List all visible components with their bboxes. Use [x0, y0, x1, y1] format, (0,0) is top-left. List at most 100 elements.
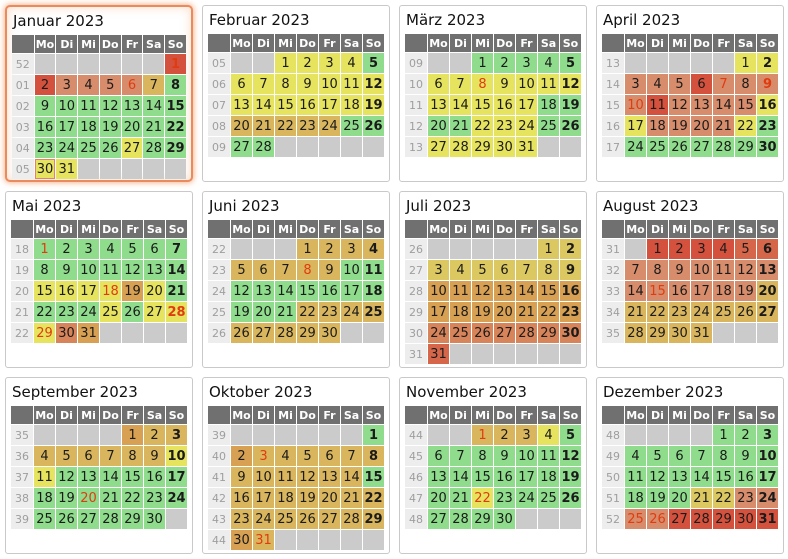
- day-cell-juni-2023-24[interactable]: 24: [341, 302, 362, 322]
- day-cell-april-2023-3[interactable]: 3: [625, 74, 646, 94]
- day-cell-juni-2023-11[interactable]: 11: [363, 260, 384, 280]
- day-cell-mai-2023-2[interactable]: 2: [56, 239, 77, 259]
- day-cell-februar-2023-25[interactable]: 25: [341, 116, 362, 136]
- day-cell-januar-2023-1[interactable]: 1: [165, 54, 186, 74]
- day-cell-august-2023-25[interactable]: 25: [713, 302, 734, 322]
- day-cell-april-2023-9[interactable]: 9: [757, 74, 778, 94]
- day-cell-august-2023-19[interactable]: 19: [735, 281, 756, 301]
- day-cell-m-rz-2023-25[interactable]: 25: [538, 116, 559, 136]
- day-cell-april-2023-24[interactable]: 24: [625, 137, 646, 157]
- day-cell-oktober-2023-13[interactable]: 13: [319, 467, 340, 487]
- day-cell-oktober-2023-11[interactable]: 11: [275, 467, 296, 487]
- day-cell-april-2023-1[interactable]: 1: [735, 53, 756, 73]
- day-cell-februar-2023-1[interactable]: 1: [275, 53, 296, 73]
- day-cell-juli-2023-18[interactable]: 18: [450, 302, 471, 322]
- day-cell-mai-2023-3[interactable]: 3: [78, 239, 99, 259]
- day-cell-september-2023-4[interactable]: 4: [34, 446, 55, 466]
- day-cell-april-2023-14[interactable]: 14: [713, 95, 734, 115]
- day-cell-oktober-2023-25[interactable]: 25: [275, 509, 296, 529]
- day-cell-februar-2023-26[interactable]: 26: [363, 116, 384, 136]
- day-cell-m-rz-2023-31[interactable]: 31: [516, 137, 537, 157]
- day-cell-november-2023-26[interactable]: 26: [560, 488, 581, 508]
- day-cell-september-2023-5[interactable]: 5: [56, 446, 77, 466]
- day-cell-april-2023-30[interactable]: 30: [757, 137, 778, 157]
- day-cell-oktober-2023-5[interactable]: 5: [297, 446, 318, 466]
- day-cell-mai-2023-28[interactable]: 28: [166, 302, 187, 322]
- day-cell-februar-2023-5[interactable]: 5: [363, 53, 384, 73]
- day-cell-mai-2023-25[interactable]: 25: [100, 302, 121, 322]
- day-cell-april-2023-6[interactable]: 6: [691, 74, 712, 94]
- day-cell-juni-2023-22[interactable]: 22: [297, 302, 318, 322]
- day-cell-april-2023-28[interactable]: 28: [713, 137, 734, 157]
- day-cell-januar-2023-15[interactable]: 15: [165, 96, 186, 116]
- day-cell-november-2023-8[interactable]: 8: [472, 446, 493, 466]
- day-cell-dezember-2023-12[interactable]: 12: [647, 467, 668, 487]
- day-cell-august-2023-22[interactable]: 22: [647, 302, 668, 322]
- day-cell-dezember-2023-14[interactable]: 14: [691, 467, 712, 487]
- day-cell-juli-2023-26[interactable]: 26: [472, 323, 493, 343]
- day-cell-mai-2023-5[interactable]: 5: [122, 239, 143, 259]
- day-cell-januar-2023-13[interactable]: 13: [121, 96, 143, 116]
- day-cell-januar-2023-31[interactable]: 31: [56, 159, 78, 179]
- day-cell-dezember-2023-26[interactable]: 26: [647, 509, 668, 529]
- day-cell-m-rz-2023-16[interactable]: 16: [494, 95, 515, 115]
- day-cell-juli-2023-27[interactable]: 27: [494, 323, 515, 343]
- day-cell-mai-2023-12[interactable]: 12: [122, 260, 143, 280]
- day-cell-juli-2023-6[interactable]: 6: [494, 260, 515, 280]
- day-cell-mai-2023-24[interactable]: 24: [78, 302, 99, 322]
- day-cell-april-2023-23[interactable]: 23: [757, 116, 778, 136]
- day-cell-oktober-2023-28[interactable]: 28: [341, 509, 362, 529]
- day-cell-november-2023-18[interactable]: 18: [538, 467, 559, 487]
- day-cell-april-2023-7[interactable]: 7: [713, 74, 734, 94]
- day-cell-januar-2023-11[interactable]: 11: [78, 96, 99, 116]
- day-cell-september-2023-9[interactable]: 9: [144, 446, 165, 466]
- day-cell-juli-2023-25[interactable]: 25: [450, 323, 471, 343]
- day-cell-april-2023-15[interactable]: 15: [735, 95, 756, 115]
- day-cell-oktober-2023-29[interactable]: 29: [363, 509, 384, 529]
- day-cell-februar-2023-16[interactable]: 16: [297, 95, 318, 115]
- day-cell-november-2023-27[interactable]: 27: [428, 509, 449, 529]
- day-cell-juni-2023-16[interactable]: 16: [319, 281, 340, 301]
- day-cell-dezember-2023-22[interactable]: 22: [713, 488, 734, 508]
- day-cell-august-2023-6[interactable]: 6: [757, 239, 778, 259]
- day-cell-september-2023-13[interactable]: 13: [78, 467, 99, 487]
- day-cell-september-2023-12[interactable]: 12: [56, 467, 77, 487]
- day-cell-mai-2023-4[interactable]: 4: [100, 239, 121, 259]
- day-cell-februar-2023-22[interactable]: 22: [275, 116, 296, 136]
- day-cell-august-2023-3[interactable]: 3: [691, 239, 712, 259]
- day-cell-april-2023-26[interactable]: 26: [669, 137, 690, 157]
- day-cell-november-2023-11[interactable]: 11: [538, 446, 559, 466]
- day-cell-januar-2023-28[interactable]: 28: [143, 138, 165, 158]
- day-cell-november-2023-16[interactable]: 16: [494, 467, 515, 487]
- day-cell-oktober-2023-6[interactable]: 6: [319, 446, 340, 466]
- day-cell-januar-2023-26[interactable]: 26: [99, 138, 121, 158]
- day-cell-m-rz-2023-19[interactable]: 19: [560, 95, 581, 115]
- day-cell-februar-2023-23[interactable]: 23: [297, 116, 318, 136]
- day-cell-dezember-2023-28[interactable]: 28: [691, 509, 712, 529]
- day-cell-dezember-2023-4[interactable]: 4: [625, 446, 646, 466]
- day-cell-juli-2023-1[interactable]: 1: [538, 239, 559, 259]
- day-cell-november-2023-12[interactable]: 12: [560, 446, 581, 466]
- day-cell-juli-2023-31[interactable]: 31: [428, 344, 449, 364]
- day-cell-januar-2023-7[interactable]: 7: [143, 75, 165, 95]
- day-cell-oktober-2023-26[interactable]: 26: [297, 509, 318, 529]
- day-cell-august-2023-29[interactable]: 29: [647, 323, 668, 343]
- day-cell-juni-2023-23[interactable]: 23: [319, 302, 340, 322]
- day-cell-dezember-2023-31[interactable]: 31: [757, 509, 778, 529]
- day-cell-september-2023-17[interactable]: 17: [166, 467, 187, 487]
- day-cell-mai-2023-11[interactable]: 11: [100, 260, 121, 280]
- day-cell-juni-2023-10[interactable]: 10: [341, 260, 362, 280]
- day-cell-april-2023-5[interactable]: 5: [669, 74, 690, 94]
- day-cell-m-rz-2023-9[interactable]: 9: [494, 74, 515, 94]
- day-cell-januar-2023-25[interactable]: 25: [78, 138, 99, 158]
- day-cell-dezember-2023-24[interactable]: 24: [757, 488, 778, 508]
- day-cell-juli-2023-5[interactable]: 5: [472, 260, 493, 280]
- day-cell-april-2023-11[interactable]: 11: [647, 95, 668, 115]
- day-cell-juni-2023-1[interactable]: 1: [297, 239, 318, 259]
- day-cell-m-rz-2023-13[interactable]: 13: [428, 95, 449, 115]
- day-cell-mai-2023-16[interactable]: 16: [56, 281, 77, 301]
- day-cell-juli-2023-30[interactable]: 30: [560, 323, 581, 343]
- day-cell-m-rz-2023-7[interactable]: 7: [450, 74, 471, 94]
- day-cell-m-rz-2023-29[interactable]: 29: [472, 137, 493, 157]
- day-cell-juli-2023-28[interactable]: 28: [516, 323, 537, 343]
